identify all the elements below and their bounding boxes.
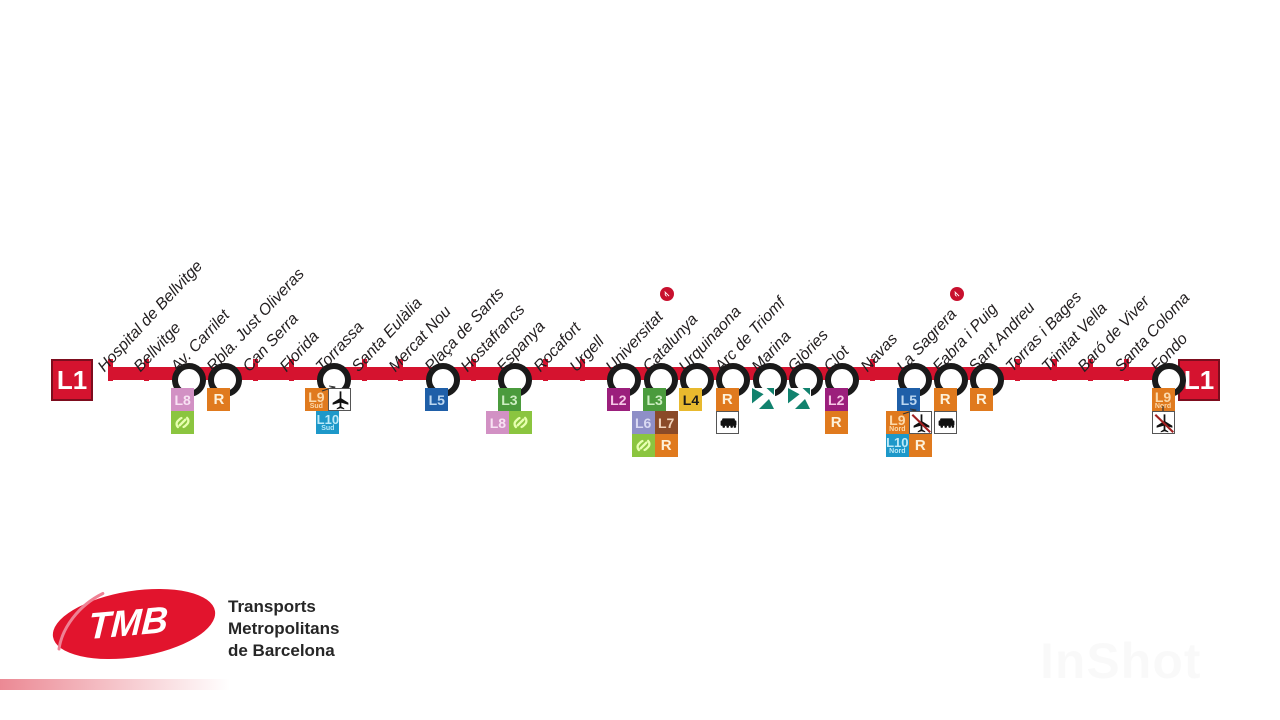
svg-text:TMB: TMB (87, 598, 169, 647)
